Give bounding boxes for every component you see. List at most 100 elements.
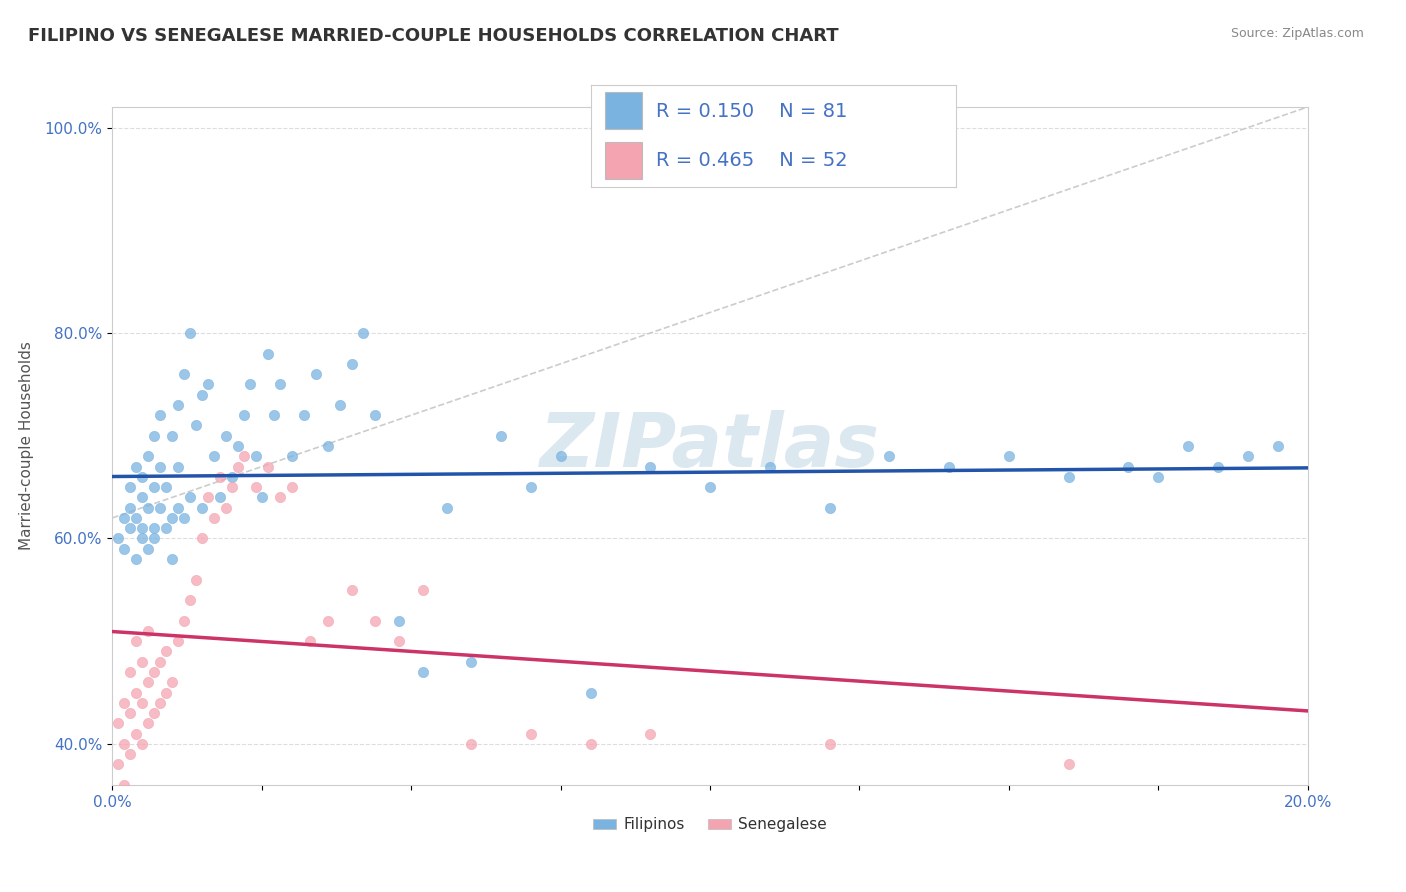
Point	[215, 428, 238, 442]
Point	[550, 450, 572, 464]
Point	[388, 614, 411, 628]
Point	[460, 655, 482, 669]
Point	[281, 450, 304, 464]
Point	[131, 696, 153, 710]
Text: R = 0.465    N = 52: R = 0.465 N = 52	[657, 151, 848, 170]
Text: ZIPatlas: ZIPatlas	[540, 409, 880, 483]
Point	[520, 480, 543, 494]
Point	[298, 634, 321, 648]
Point	[143, 521, 166, 535]
Point	[131, 532, 153, 546]
Point	[167, 500, 190, 515]
Point	[221, 480, 243, 494]
Point	[1177, 439, 1199, 453]
Point	[131, 470, 153, 484]
Point	[149, 408, 172, 422]
Point	[155, 480, 177, 494]
Point	[699, 480, 721, 494]
Point	[305, 367, 328, 381]
Point	[436, 500, 458, 515]
Point	[120, 521, 142, 535]
Text: R = 0.150    N = 81: R = 0.150 N = 81	[657, 102, 848, 121]
Point	[162, 552, 183, 566]
Point	[340, 357, 363, 371]
Point	[167, 398, 190, 412]
Point	[489, 428, 512, 442]
Point	[191, 387, 214, 401]
Point	[1057, 757, 1080, 772]
FancyBboxPatch shape	[605, 142, 641, 179]
Point	[1206, 459, 1229, 474]
Point	[938, 459, 960, 474]
Point	[640, 459, 662, 474]
Point	[162, 511, 183, 525]
Point	[114, 696, 135, 710]
Point	[131, 655, 153, 669]
Point	[131, 521, 153, 535]
Point	[640, 726, 662, 740]
Point	[292, 408, 315, 422]
Point	[125, 726, 148, 740]
Point	[233, 408, 256, 422]
Point	[120, 665, 142, 679]
Point	[879, 450, 901, 464]
Point	[209, 470, 232, 484]
Point	[167, 634, 190, 648]
Point	[107, 532, 129, 546]
Point	[209, 491, 232, 505]
Point	[202, 511, 225, 525]
Point	[125, 634, 148, 648]
Point	[245, 480, 267, 494]
Point	[239, 377, 262, 392]
Point	[173, 367, 195, 381]
Point	[186, 418, 208, 433]
Point	[143, 706, 166, 720]
Point	[1237, 450, 1260, 464]
Point	[138, 624, 160, 638]
Point	[114, 737, 135, 751]
Point	[1118, 459, 1140, 474]
Point	[226, 439, 249, 453]
Point	[818, 500, 841, 515]
Point	[186, 573, 208, 587]
Point	[202, 450, 225, 464]
Text: FILIPINO VS SENEGALESE MARRIED-COUPLE HOUSEHOLDS CORRELATION CHART: FILIPINO VS SENEGALESE MARRIED-COUPLE HO…	[28, 27, 839, 45]
Point	[107, 716, 129, 731]
Point	[460, 737, 482, 751]
Point	[316, 614, 339, 628]
Point	[179, 491, 201, 505]
Point	[149, 459, 172, 474]
Point	[1147, 470, 1170, 484]
Point	[353, 326, 375, 340]
Point	[149, 696, 172, 710]
Point	[579, 685, 602, 699]
Point	[120, 500, 142, 515]
Point	[269, 491, 291, 505]
Point	[120, 480, 142, 494]
Point	[250, 491, 273, 505]
Point	[143, 665, 166, 679]
Point	[114, 511, 135, 525]
Point	[125, 459, 148, 474]
Point	[263, 408, 285, 422]
Point	[125, 552, 148, 566]
Point	[143, 480, 166, 494]
Point	[149, 500, 172, 515]
Point	[173, 511, 195, 525]
Point	[269, 377, 291, 392]
Point	[1057, 470, 1080, 484]
Point	[281, 480, 304, 494]
Point	[125, 511, 148, 525]
Point	[143, 532, 166, 546]
Point	[155, 685, 177, 699]
Point	[579, 737, 602, 751]
Point	[340, 582, 363, 597]
Point	[257, 346, 280, 360]
Point	[138, 500, 160, 515]
Y-axis label: Married-couple Households: Married-couple Households	[18, 342, 34, 550]
Point	[131, 491, 153, 505]
Point	[226, 459, 249, 474]
Point	[388, 634, 411, 648]
Point	[138, 541, 160, 556]
Point	[412, 665, 434, 679]
